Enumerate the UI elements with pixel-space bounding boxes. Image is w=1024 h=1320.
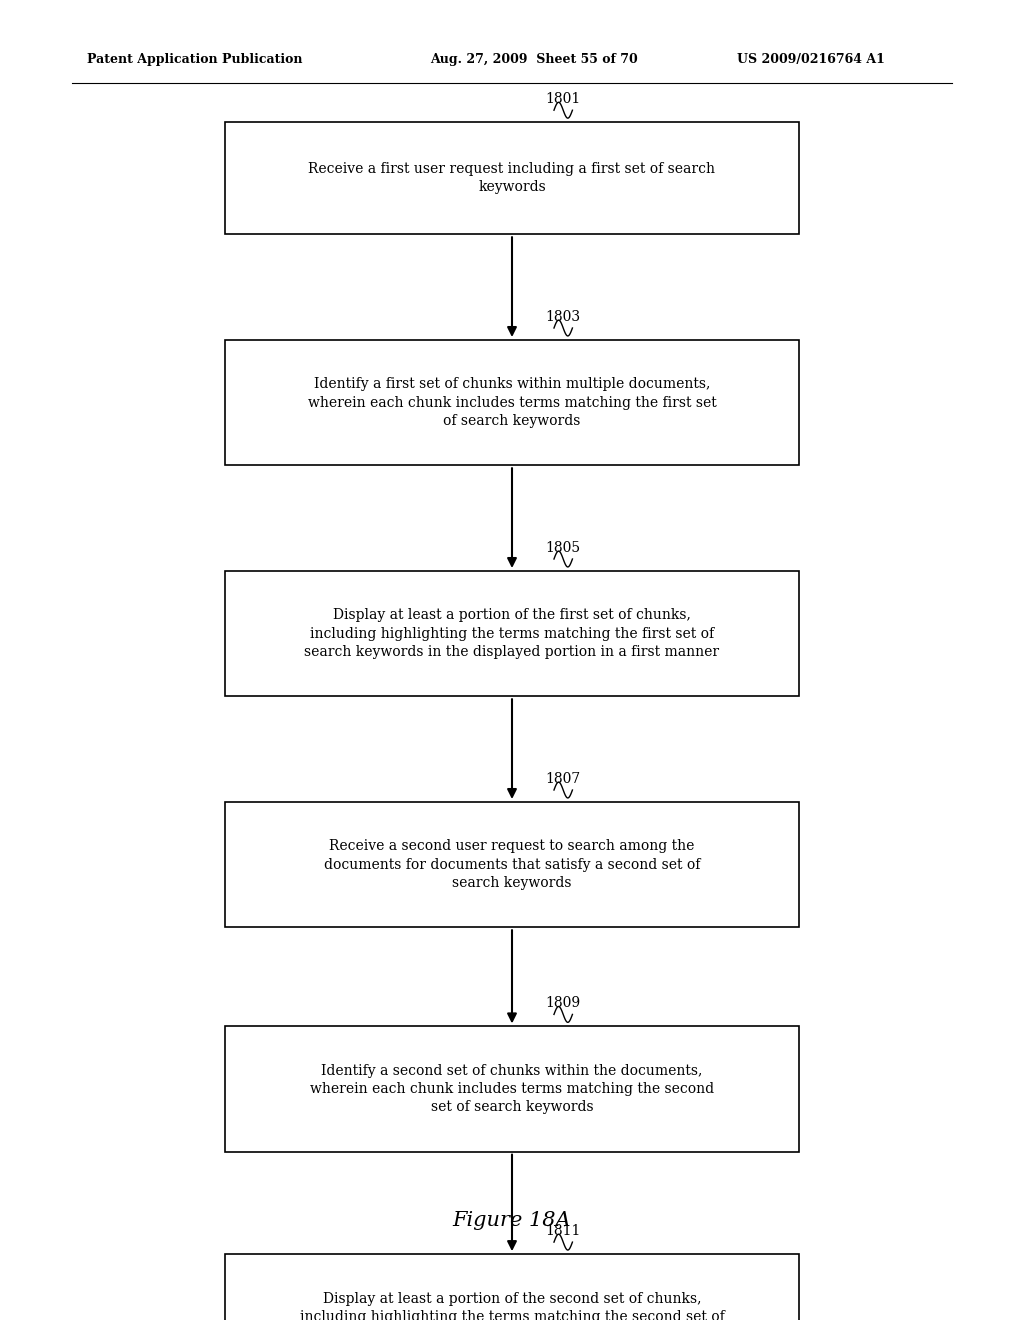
Text: Identify a first set of chunks within multiple documents,
wherein each chunk inc: Identify a first set of chunks within mu…	[307, 378, 717, 428]
Text: Aug. 27, 2009  Sheet 55 of 70: Aug. 27, 2009 Sheet 55 of 70	[430, 53, 638, 66]
Bar	[225, 570, 799, 697]
Text: 1801: 1801	[546, 92, 581, 107]
Text: Receive a first user request including a first set of search
keywords: Receive a first user request including a…	[308, 162, 716, 194]
Bar	[225, 341, 799, 466]
Text: 1809: 1809	[546, 997, 581, 1011]
Text: Figure 18A: Figure 18A	[453, 1212, 571, 1230]
Text: Receive a second user request to search among the
documents for documents that s: Receive a second user request to search …	[324, 840, 700, 890]
Bar	[225, 121, 799, 235]
Text: 1803: 1803	[546, 310, 581, 325]
Text: 1811: 1811	[546, 1224, 581, 1238]
Text: 1805: 1805	[546, 541, 581, 554]
Bar	[225, 1254, 799, 1320]
Text: Patent Application Publication: Patent Application Publication	[87, 53, 302, 66]
Text: US 2009/0216764 A1: US 2009/0216764 A1	[737, 53, 885, 66]
Bar	[225, 1027, 799, 1151]
Text: 1807: 1807	[546, 772, 581, 787]
Bar	[225, 803, 799, 927]
Text: Identify a second set of chunks within the documents,
wherein each chunk include: Identify a second set of chunks within t…	[310, 1064, 714, 1114]
Text: Display at least a portion of the second set of chunks,
including highlighting t: Display at least a portion of the second…	[300, 1292, 724, 1320]
Text: Display at least a portion of the first set of chunks,
including highlighting th: Display at least a portion of the first …	[304, 609, 720, 659]
